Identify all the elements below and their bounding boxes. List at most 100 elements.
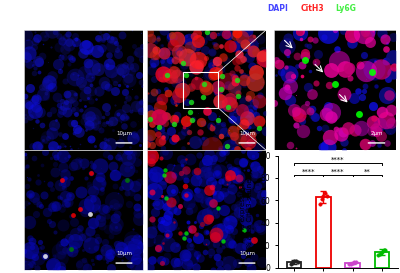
Point: [180, 160, 186, 164]
Point: [58, 256, 64, 260]
Point: [38, 204, 44, 208]
Point: [133, 257, 139, 261]
Point: [182, 253, 188, 257]
Point: [153, 127, 159, 131]
Point: [100, 114, 106, 119]
Point: [52, 230, 58, 235]
Point: [202, 163, 208, 168]
Point: [186, 201, 192, 205]
Point: [187, 45, 193, 49]
Point: [164, 253, 170, 258]
Point: [117, 113, 123, 117]
Point: [292, 92, 299, 97]
Point: [59, 99, 66, 103]
Point: [167, 206, 173, 210]
Point: [50, 264, 56, 269]
Point: [86, 197, 92, 201]
Point: [390, 35, 396, 39]
Point: [166, 73, 173, 78]
Point: [66, 144, 73, 148]
Point: [230, 229, 237, 233]
Point: [41, 255, 48, 259]
Point: [108, 234, 115, 239]
Point: [63, 199, 69, 204]
Point: [263, 128, 269, 133]
Point: [383, 59, 389, 63]
Point: [172, 58, 178, 63]
Point: [189, 205, 195, 210]
Point: [86, 212, 93, 216]
Point: [72, 108, 78, 112]
Point: [224, 83, 231, 87]
Point: [240, 159, 246, 164]
Point: [209, 126, 215, 130]
Point: [31, 156, 37, 160]
Point: [131, 65, 137, 70]
Point: [66, 154, 72, 158]
Point: [148, 230, 154, 235]
Point: [21, 205, 27, 209]
Point: [77, 98, 84, 102]
Point: [224, 78, 231, 83]
Point: [154, 89, 161, 93]
Point: [192, 170, 198, 174]
Point: [256, 54, 263, 58]
Point: [117, 203, 123, 207]
Point: [255, 146, 262, 150]
Point: [294, 54, 300, 58]
Point: [151, 240, 157, 244]
Point: [138, 109, 144, 113]
Point: [286, 84, 293, 88]
Point: [89, 74, 96, 79]
Point: [232, 108, 238, 112]
Point: [138, 99, 145, 104]
Point: [234, 204, 241, 208]
Point: [72, 101, 78, 105]
Point: [200, 121, 206, 125]
Point: [82, 204, 89, 208]
Point: [342, 67, 348, 72]
Point: [215, 31, 221, 35]
Point: [236, 210, 242, 214]
Text: 10μm: 10μm: [116, 251, 132, 256]
Point: [150, 202, 156, 206]
Point: [166, 175, 173, 180]
Point: [114, 242, 120, 247]
Point: [118, 120, 124, 124]
Point: [231, 77, 237, 81]
Point: [178, 195, 185, 199]
Point: [98, 215, 105, 219]
Point: [164, 73, 171, 78]
Point: [214, 59, 220, 64]
Point: [212, 42, 219, 46]
Point: [195, 195, 202, 199]
Point: [162, 71, 168, 75]
Point: [184, 191, 190, 196]
Point: [217, 98, 224, 103]
Point: [22, 155, 28, 159]
Point: [112, 184, 118, 188]
Point: [253, 70, 259, 74]
Point: [50, 204, 57, 208]
Point: [91, 115, 98, 120]
Point: [147, 48, 154, 52]
Point: [103, 33, 110, 38]
Point: [218, 193, 225, 197]
Point: [68, 57, 75, 61]
Point: [214, 168, 220, 172]
Point: [154, 37, 161, 41]
Point: [226, 227, 232, 232]
Point: [135, 210, 141, 215]
Point: [58, 106, 64, 110]
Point: [325, 31, 331, 35]
Point: [307, 37, 314, 41]
Point: [214, 32, 221, 36]
Point: [166, 34, 173, 38]
Point: [186, 238, 192, 243]
Point: [135, 73, 142, 77]
Point: [35, 58, 42, 63]
Point: [220, 99, 226, 103]
Point: [311, 115, 318, 120]
Point: [216, 114, 223, 118]
Point: [204, 73, 211, 77]
